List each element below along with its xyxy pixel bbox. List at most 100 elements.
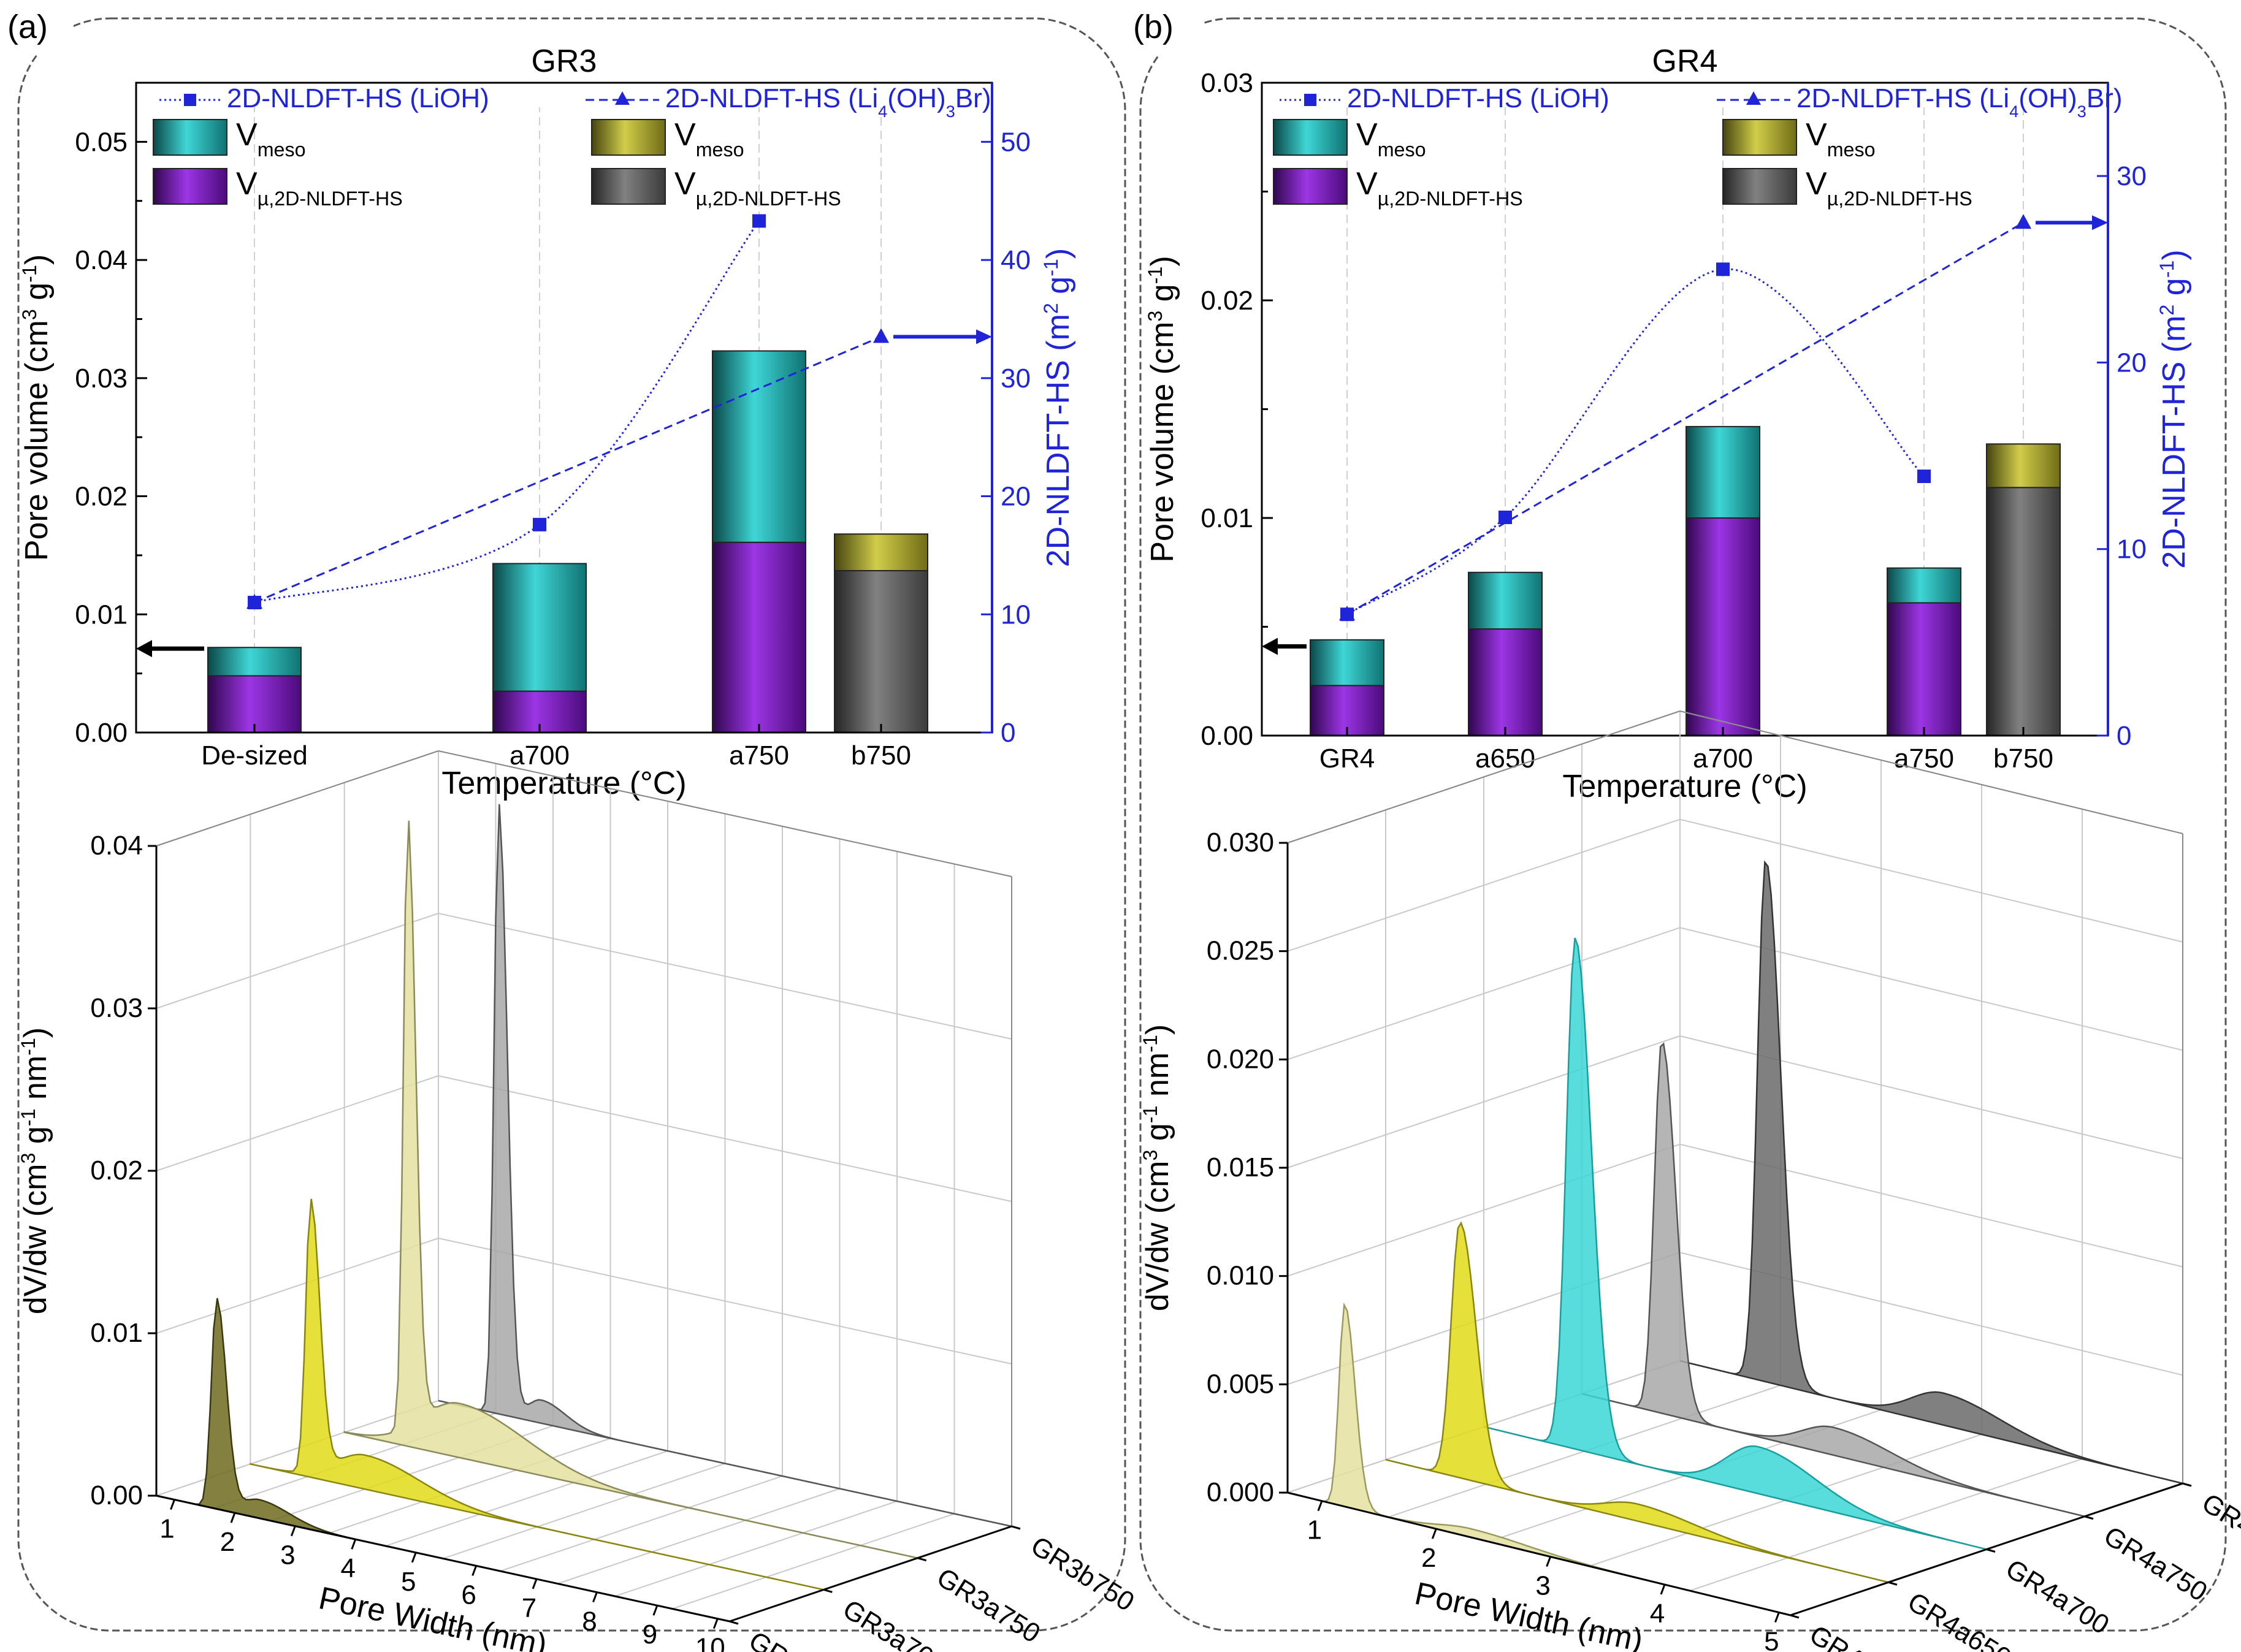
floor-grid [328, 1437, 611, 1534]
x-tick-label: 10 [695, 1633, 725, 1652]
x-tick-label: 8 [582, 1607, 597, 1637]
floor-grid [385, 1450, 668, 1547]
back-wall-grid [438, 913, 1012, 1040]
x-tick-label: De-sized [201, 740, 308, 771]
y-tick-label: 0.02 [75, 482, 128, 512]
x-tick [1317, 1501, 1323, 1512]
x-tick-label: 3 [280, 1540, 295, 1570]
bar-meso-a700 [1686, 425, 1760, 519]
plot-frame [1261, 82, 2109, 737]
legend-swatch [591, 168, 666, 205]
legend-label-li4oh3br: 2D-NLDFT-HS (Li4(OH)3Br) [665, 83, 991, 121]
x-tick-label: a700 [1693, 744, 1753, 774]
legend-swatch-label: Vmeso [674, 117, 744, 161]
frame-edge [438, 750, 1012, 877]
legend-swatch [591, 119, 666, 156]
x-tick [290, 1526, 296, 1537]
gr4-psd-chart: 123450.0000.0050.0100.0150.0200.0250.030… [1139, 710, 2241, 1652]
frame-edge [1287, 710, 1681, 843]
bar-meso-b750 [834, 533, 928, 571]
panel-a-frame [17, 17, 1126, 1632]
arrow-left-head [1262, 638, 1278, 655]
x-tick-label: a700 [510, 740, 570, 771]
psd-series-GR4a650 [1385, 1221, 1889, 1583]
y2-axis-label: 2D-NLDFT-HS (m2 g-1) [2156, 249, 2192, 568]
x-axis [1287, 1491, 1791, 1616]
gr4-bar-chart: 0.00 0.01 0.02 0.03 0 10 20 30 GR4 a650 a700 a750 b7… [1144, 44, 2192, 804]
legend-swatch-label: Vµ,2D-NLDFT-HS [1356, 166, 1523, 210]
marker-triangle [1339, 606, 1355, 621]
panel-label-b: (b) [1133, 9, 1174, 45]
z-tick [1011, 1525, 1021, 1530]
marker-triangle [2015, 214, 2031, 229]
x-tick-label: a650 [1475, 744, 1535, 774]
x-tick [1431, 1528, 1437, 1539]
panel-label-a: (a) [7, 9, 48, 45]
x-axis [156, 1494, 730, 1623]
z-tick-label: GR3 [744, 1626, 807, 1652]
z-tick [823, 1588, 833, 1593]
line-li4oh3br [254, 335, 882, 604]
chart-title: GR3 [532, 44, 597, 79]
x-tick-label: b750 [851, 740, 911, 771]
legend-swatch-label: Vmeso [236, 117, 306, 161]
bar-meso-GR4 [1310, 639, 1384, 687]
y-tick-label: 0.02 [1201, 286, 1253, 316]
x-tick [1546, 1556, 1552, 1567]
side-wall-grid [156, 1400, 439, 1496]
z-axis [729, 1525, 1012, 1623]
x-tick-label: 5 [401, 1567, 416, 1597]
legend-swatch [1273, 119, 1348, 156]
z-tick-label: GR4a750 [2099, 1521, 2213, 1607]
z-tick [2182, 1482, 2192, 1487]
y2-axis-label: 2D-NLDFT-HS (m2 g-1) [1040, 248, 1076, 567]
y2-tick-label: 20 [1001, 482, 1031, 512]
legend-marker-square [1304, 94, 1316, 106]
bar-micro-b750 [1986, 487, 2061, 736]
marker-square [752, 214, 766, 228]
y-tick-label: 0.00 [75, 718, 128, 748]
bar-micro-a650 [1468, 628, 1543, 737]
y2-tick-label: 30 [2117, 161, 2147, 191]
x-tick-label: 3 [1535, 1571, 1550, 1601]
y-tick-label: 0.020 [1207, 1044, 1274, 1074]
y2-tick-label: 50 [1001, 127, 1031, 157]
z-tick [1986, 1548, 1996, 1553]
legend-swatch [1722, 168, 1797, 205]
bar-micro-a750 [1887, 602, 1961, 737]
legend-swatch-label: Vmeso [1806, 117, 1876, 161]
x-tick [471, 1565, 478, 1576]
x-tick [170, 1499, 175, 1510]
x-tick [230, 1512, 236, 1523]
y-tick-label: 0.030 [1207, 828, 1274, 858]
bar-meso-a650 [1468, 571, 1543, 630]
legend-label-li4oh3br: 2D-NLDFT-HS (Li4(OH)3Br) [1796, 83, 2122, 121]
y-tick-label: 0.00 [90, 1480, 143, 1510]
y2-tick-label: 10 [1001, 600, 1031, 630]
y-tick-label: 0.00 [1201, 721, 1253, 751]
y2-tick-label: 10 [2117, 535, 2147, 565]
x-tick-label: a750 [729, 740, 789, 771]
legend-swatch-label: Vµ,2D-NLDFT-HS [674, 166, 841, 210]
legend-label-liOH: 2D-NLDFT-HS (LiOH) [227, 83, 489, 113]
x-tick-label: 9 [643, 1620, 657, 1650]
line-liOH [254, 220, 760, 604]
x-tick [1774, 1612, 1780, 1623]
x-axis-label: Temperature (°C) [441, 766, 686, 801]
psd-series-GR4a700 [1483, 937, 1988, 1551]
y-tick-label: 0.04 [90, 831, 143, 861]
x-tick-label: GR4 [1319, 744, 1375, 774]
y-tick-label: 0.01 [90, 1318, 143, 1348]
legend-swatch-label: Vmeso [1356, 117, 1426, 161]
bar-meso-b750 [1986, 443, 2061, 489]
bar-micro-a750 [712, 541, 806, 734]
x-tick-label: 7 [522, 1593, 536, 1623]
y2-tick-label: 40 [1001, 245, 1031, 275]
z-tick [1888, 1581, 1898, 1586]
bar-meso-a750 [1887, 567, 1961, 604]
y-tick-label: 0.01 [1201, 503, 1253, 533]
x-axis-label: Pore Width (nm) [316, 1580, 550, 1652]
legend-swatch [1273, 168, 1348, 205]
y-tick-label: 0.02 [90, 1155, 143, 1186]
